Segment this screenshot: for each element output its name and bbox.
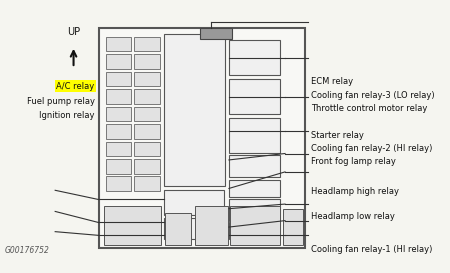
Bar (134, 89, 160, 104)
Bar (134, 159, 160, 174)
Bar (106, 142, 131, 156)
Bar (99, 28, 305, 248)
Bar (134, 124, 160, 139)
Bar (134, 72, 160, 86)
Bar (166, 213, 191, 245)
Bar (106, 37, 131, 51)
Text: Front fog lamp relay: Front fog lamp relay (311, 157, 396, 166)
Bar (229, 155, 280, 177)
Bar (229, 180, 280, 197)
Bar (134, 177, 160, 191)
Bar (106, 89, 131, 104)
Text: ECM relay: ECM relay (311, 77, 353, 86)
Text: G00176752: G00176752 (4, 246, 50, 255)
Bar (229, 79, 280, 114)
Text: Cooling fan relay-1 (HI relay): Cooling fan relay-1 (HI relay) (311, 245, 432, 254)
Bar (106, 177, 131, 191)
Bar (134, 37, 160, 51)
Bar (200, 28, 232, 38)
Text: A/C relay: A/C relay (56, 82, 94, 91)
Bar (106, 107, 131, 121)
Text: Cooling fan relay-2 (HI relay): Cooling fan relay-2 (HI relay) (311, 144, 432, 153)
Bar (229, 118, 280, 153)
Bar (195, 206, 228, 245)
Bar (106, 124, 131, 139)
Bar (104, 206, 161, 245)
Bar (164, 34, 225, 186)
Text: UP: UP (67, 27, 80, 37)
Text: Fuel pump relay: Fuel pump relay (27, 97, 94, 106)
Bar (134, 107, 160, 121)
Bar (134, 54, 160, 69)
Text: Headlamp low relay: Headlamp low relay (311, 212, 395, 221)
Bar (230, 206, 280, 245)
Bar (134, 142, 160, 156)
Bar (106, 159, 131, 174)
Bar (229, 40, 280, 75)
Text: Headlamp high relay: Headlamp high relay (311, 187, 399, 196)
Bar (106, 72, 131, 86)
Bar (229, 200, 280, 221)
Bar (229, 222, 280, 239)
Bar (164, 218, 225, 239)
Text: Ignition relay: Ignition relay (39, 111, 94, 120)
Text: Starter relay: Starter relay (311, 131, 364, 140)
Bar (283, 209, 303, 245)
Bar (164, 190, 225, 215)
Text: Throttle control motor relay: Throttle control motor relay (311, 104, 427, 113)
Bar (106, 54, 131, 69)
Text: Cooling fan relay-3 (LO relay): Cooling fan relay-3 (LO relay) (311, 91, 434, 100)
